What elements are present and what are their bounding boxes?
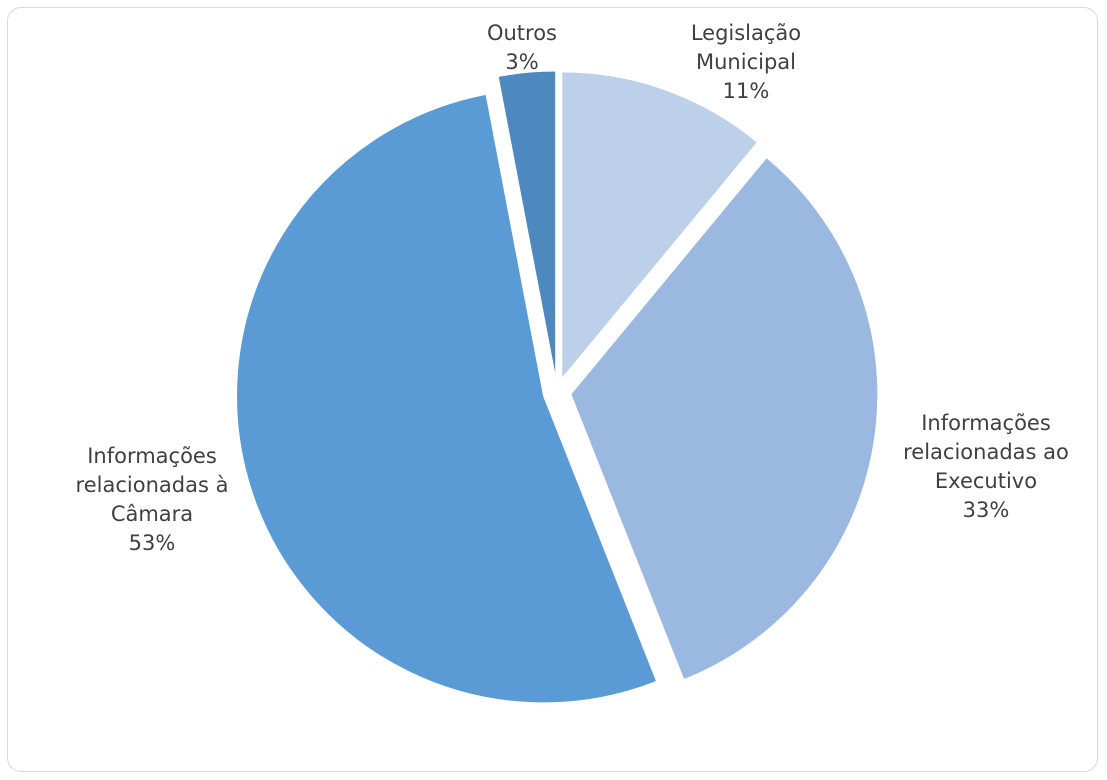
slice-value-text: 33%	[963, 498, 1010, 522]
pie-slice-1	[561, 71, 759, 381]
slice-label-line: Informações	[87, 444, 217, 468]
slice-value-text: 3%	[505, 50, 538, 74]
pie-slice-3	[236, 93, 658, 704]
slice-label-4: Outros 3%	[487, 21, 557, 74]
slice-label-1: Legislação Municipal 11%	[691, 21, 801, 103]
slice-label-line: Outros	[487, 21, 557, 45]
slice-value-text: 53%	[129, 531, 176, 555]
slice-label-2: Informações relacionadas ao Executivo 33%	[903, 411, 1069, 522]
pie-slice-4	[497, 70, 557, 379]
slice-label-line: Municipal	[696, 50, 796, 74]
slice-label-line: relacionadas ao	[903, 440, 1069, 464]
slice-label-3: Informações relacionadas à Câmara 53%	[76, 444, 229, 555]
slice-label-line: Informações	[921, 411, 1051, 435]
slice-value-text: 11%	[723, 79, 770, 103]
pie-slice-2	[570, 156, 879, 681]
slice-label-line: Legislação	[691, 21, 801, 45]
slice-label-line: Câmara	[111, 502, 193, 526]
slice-label-line: Executivo	[935, 469, 1037, 493]
slice-label-line: relacionadas à	[76, 473, 229, 497]
